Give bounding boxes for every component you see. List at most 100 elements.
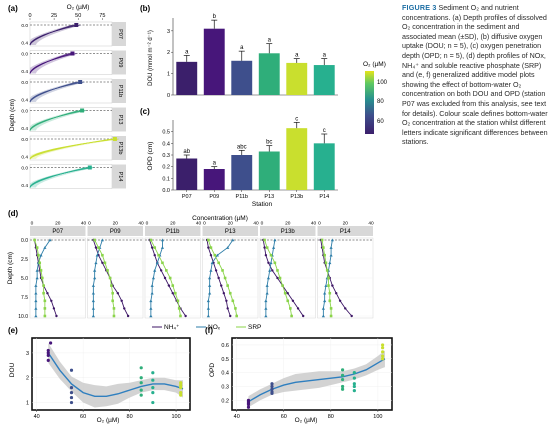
panel-d-ytick-7.5: 7.5 [21, 295, 28, 301]
panel-d-point-nh4 [123, 307, 126, 310]
panel-d-legend-label-2: SRP [248, 324, 261, 331]
panel-d-point-srp [273, 261, 277, 265]
panel-d-point-nox [324, 284, 328, 287]
figure-marks: 0 25 50 75 P07 0.0 0.4 P09 0.0 0.4 P11b 0.0 0.4 P13 0.… [18, 13, 393, 420]
panel-d-point-nh4 [229, 314, 232, 318]
panel-d-point-nh4 [226, 307, 229, 310]
panel-c-letter-P09: a [213, 161, 217, 167]
panel-f-xlabel: O₂ (µM) [295, 417, 318, 424]
panel-b-letter-P11b: a [240, 45, 244, 51]
panel-d-point-nox [149, 299, 153, 303]
panel-d-point-nox [268, 268, 272, 272]
panel-c-bar-P11b [231, 155, 253, 190]
panel-d-point-srp [106, 269, 109, 272]
panel-d-title: Concentration (µM) [192, 215, 248, 222]
panel-d-point-srp [111, 299, 114, 303]
panel-d-point-nox [91, 306, 95, 310]
panel-a-xlabel: O₂ (µM) [67, 4, 90, 11]
panel-d-point-srp [103, 261, 107, 265]
panel-f-point [340, 377, 345, 382]
panel-d-point-nh4 [344, 307, 347, 310]
panel-d-point-srp [177, 307, 181, 310]
panel-e-ytick-1: 1 [26, 401, 29, 407]
panel-a-ytick: 0.0 [21, 108, 28, 114]
panel-a-facet-P13b [29, 135, 113, 161]
panel-d-point-srp [228, 291, 232, 295]
panel-d-xtick-0: 0 [318, 221, 321, 227]
panel-e-point [69, 368, 74, 372]
panel-a-xtick-25: 25 [51, 13, 57, 19]
panel-e-point [179, 393, 183, 397]
panel-d-point-nox [34, 284, 38, 287]
panel-e-xtick-40: 40 [34, 414, 40, 420]
panel-d-point-nox [91, 291, 95, 295]
panel-d-point-srp [320, 238, 324, 242]
panel-d-point-nox [321, 314, 325, 318]
panel-b-ytick-2: 2 [167, 50, 170, 56]
panel-d-xtick-40: 40 [311, 221, 317, 227]
panel-d-point-srp [179, 314, 182, 318]
panel-d-point-nh4 [217, 276, 220, 280]
panel-d-point-nh4 [171, 292, 174, 295]
panel-d-point-nox [209, 268, 213, 272]
panel-d-point-nox [266, 276, 271, 280]
panel-a-bw-marker-P09 [70, 51, 75, 56]
panel-a-ytick: 0.0 [21, 51, 28, 57]
panel-d-point-nh4 [101, 261, 104, 264]
panel-d-xtick-40: 40 [253, 221, 259, 227]
panel-d-strip-label-P11b: P11b [166, 229, 180, 235]
panel-b-bar-P13 [258, 53, 280, 95]
panel-d-point-nh4 [335, 292, 338, 295]
panel-c-label: (c) [140, 107, 150, 116]
panel-d-point-srp [110, 284, 113, 287]
panel-c-letter-P11b: abc [237, 144, 247, 150]
panel-d-point-nh4 [264, 254, 268, 257]
panel-e-point [46, 353, 50, 357]
panel-d-point-nh4 [120, 299, 123, 302]
panel-d-point-nox [35, 276, 39, 280]
panel-d-point-nox [91, 314, 95, 318]
panel-d-point-nox [264, 306, 268, 310]
panel-d-point-nh4 [225, 299, 228, 302]
panel-e-point [151, 371, 155, 375]
panel-d-point-srp [38, 261, 42, 265]
panel-b-ytick-0: 0 [167, 93, 170, 99]
panel-c-bar-P13 [258, 151, 280, 190]
panel-c-ytick-0.1: 0.1 [162, 176, 170, 182]
panel-f-ytick-0.2: 0.2 [221, 398, 229, 404]
panel-e-point [139, 393, 143, 397]
panel-e-point [179, 381, 183, 385]
panel-d-point-srp [327, 276, 330, 280]
panel-d-point-nox [265, 291, 269, 295]
panel-d-point-nox [34, 314, 38, 318]
panel-a-xtick-50: 50 [75, 13, 81, 19]
panel-d-point-srp [235, 314, 238, 318]
panel-f-point [380, 350, 385, 354]
panel-a-ytick: 0.0 [21, 137, 28, 143]
panel-e-point [46, 358, 50, 362]
panel-d-point-srp [171, 284, 175, 287]
panel-f-ylabel: OPD [209, 363, 216, 377]
panel-d-point-srp [286, 299, 290, 303]
panel-d-point-srp [226, 284, 229, 287]
panel-a-strip-P07 [112, 22, 126, 46]
panel-e-point [151, 386, 155, 390]
panel-e-point [139, 381, 143, 385]
panel-d-xtick-20: 20 [228, 221, 234, 227]
panel-d-point-srp [289, 307, 292, 310]
panel-d-point-srp [43, 307, 47, 310]
panel-a-ytick: 0.4 [21, 126, 28, 132]
panel-d-point-nh4 [167, 284, 171, 287]
panel-d-point-srp [149, 238, 153, 242]
panel-d-point-srp [323, 253, 326, 257]
panel-d-point-srp [157, 253, 160, 257]
panel-f-point [270, 384, 274, 389]
panel-a-strip-P11b [112, 79, 126, 103]
panel-d-point-srp [112, 314, 116, 318]
panel-d-point-nox [231, 238, 235, 242]
panel-d-point-nox [149, 306, 153, 310]
panel-a-profile-P13b [29, 138, 119, 160]
panel-c-letter-P13b: c [295, 116, 298, 122]
panel-d-point-srp [329, 314, 333, 318]
panel-a-strip-label-P07: P07 [117, 29, 123, 39]
